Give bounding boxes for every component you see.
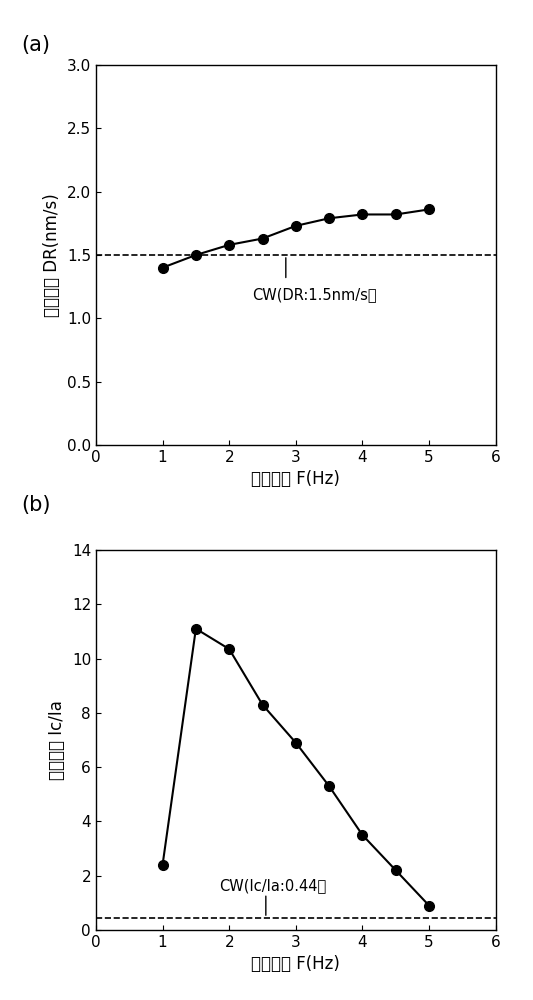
Y-axis label: 成膜速度 DR(nm/s): 成膜速度 DR(nm/s) [43, 193, 61, 317]
X-axis label: 调制频率 F(Hz): 调制频率 F(Hz) [252, 955, 340, 973]
Y-axis label: 结晶化率 Ic/Ia: 结晶化率 Ic/Ia [49, 700, 66, 780]
Text: (b): (b) [21, 495, 51, 515]
X-axis label: 调制频率 F(Hz): 调制频率 F(Hz) [252, 470, 340, 488]
Text: CW(Ic/Ia:0.44）: CW(Ic/Ia:0.44） [219, 878, 326, 893]
Text: (a): (a) [21, 35, 50, 55]
Text: CW(DR:1.5nm/s）: CW(DR:1.5nm/s） [253, 287, 377, 302]
